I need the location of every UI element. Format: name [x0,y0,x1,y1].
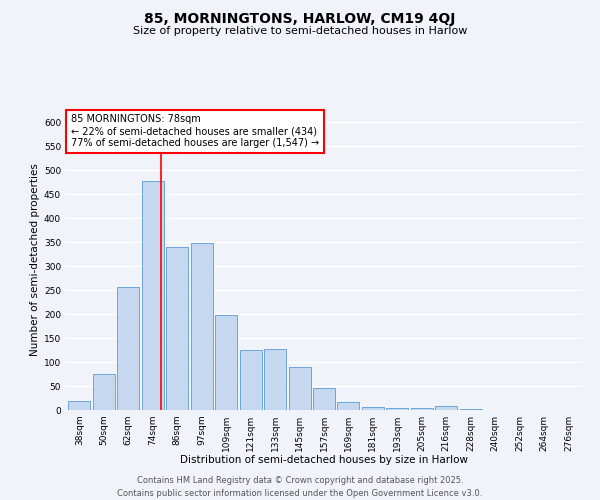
Bar [313,388,335,410]
Bar [460,408,482,410]
Bar [118,286,139,410]
Text: 85 MORNINGTONS: 78sqm
← 22% of semi-detached houses are smaller (434)
77% of sem: 85 MORNINGTONS: 78sqm ← 22% of semi-deta… [71,114,319,148]
Bar [386,408,409,410]
Bar [239,350,262,410]
X-axis label: Distribution of semi-detached houses by size in Harlow: Distribution of semi-detached houses by … [180,456,468,466]
Bar [166,247,188,410]
Bar [411,408,433,410]
Bar [191,243,213,410]
Text: Contains HM Land Registry data © Crown copyright and database right 2025.
Contai: Contains HM Land Registry data © Crown c… [118,476,482,498]
Bar [142,181,164,410]
Bar [362,406,384,410]
Bar [289,367,311,410]
Bar [264,349,286,410]
Bar [435,406,457,410]
Y-axis label: Number of semi-detached properties: Number of semi-detached properties [30,164,40,356]
Bar [337,402,359,410]
Bar [68,402,91,410]
Bar [93,374,115,410]
Bar [215,315,237,410]
Text: Size of property relative to semi-detached houses in Harlow: Size of property relative to semi-detach… [133,26,467,36]
Text: 85, MORNINGTONS, HARLOW, CM19 4QJ: 85, MORNINGTONS, HARLOW, CM19 4QJ [145,12,455,26]
